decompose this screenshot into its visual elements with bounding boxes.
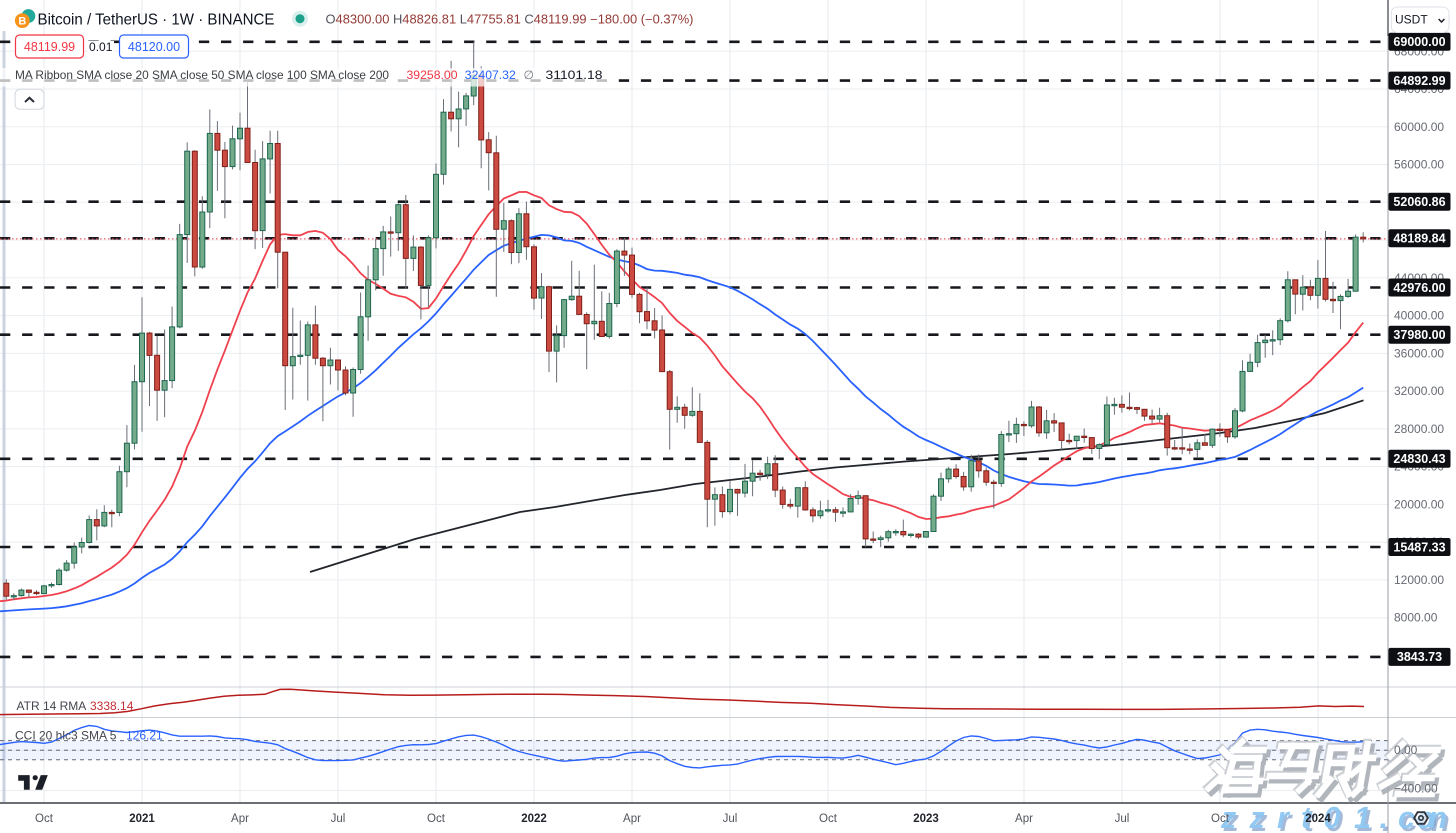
svg-text:B: B: [18, 16, 26, 28]
svg-text:Jul: Jul: [331, 813, 346, 825]
svg-text:z: z: [1220, 801, 1237, 833]
svg-text:52060.86: 52060.86: [1393, 195, 1445, 209]
svg-text:z: z: [1251, 804, 1268, 833]
svg-text:3338.14: 3338.14: [90, 699, 134, 713]
svg-text:0.01: 0.01: [89, 40, 113, 54]
svg-text:r: r: [1280, 804, 1294, 833]
svg-text:56000.00: 56000.00: [1394, 158, 1444, 172]
svg-text:3843.73: 3843.73: [1397, 650, 1442, 664]
svg-text:0: 0: [1324, 801, 1341, 833]
svg-text:Oct: Oct: [35, 813, 54, 825]
svg-text:40000.00: 40000.00: [1394, 309, 1444, 323]
svg-text:∅: ∅: [524, 68, 534, 82]
svg-text:48120.00: 48120.00: [128, 40, 180, 54]
svg-text:z: z: [1223, 804, 1240, 833]
svg-text:Oct: Oct: [1211, 813, 1230, 825]
svg-text:c: c: [1401, 804, 1418, 833]
svg-text:20000.00: 20000.00: [1394, 497, 1444, 511]
svg-text:2021: 2021: [129, 813, 155, 825]
svg-text:Jul: Jul: [1115, 813, 1130, 825]
svg-text:ATR 14 RMA: ATR 14 RMA: [17, 699, 87, 713]
svg-text:c: c: [1398, 801, 1415, 833]
svg-text:28000.00: 28000.00: [1394, 422, 1444, 436]
svg-text:t: t: [1301, 801, 1313, 833]
svg-text:t: t: [1304, 804, 1316, 833]
svg-text:MA Ribbon SMA close 20 SMA clo: MA Ribbon SMA close 20 SMA close 50 SMA …: [15, 68, 389, 82]
svg-text:r: r: [1277, 801, 1291, 833]
svg-text:36000.00: 36000.00: [1394, 346, 1444, 360]
svg-text:z: z: [1249, 801, 1266, 833]
svg-text:31101.18: 31101.18: [546, 68, 603, 82]
svg-text:n: n: [1429, 801, 1448, 833]
svg-text:69000.00: 69000.00: [1393, 35, 1445, 49]
svg-text:37980.00: 37980.00: [1393, 328, 1445, 342]
svg-text:2024: 2024: [1305, 813, 1331, 825]
svg-text:60000.00: 60000.00: [1394, 120, 1444, 134]
svg-text:CCI 20 hlc3 SMA 5: CCI 20 hlc3 SMA 5: [15, 729, 117, 743]
svg-text:1: 1: [1354, 801, 1371, 833]
svg-text:Apr: Apr: [1015, 813, 1033, 825]
svg-text:.: .: [1382, 804, 1390, 833]
svg-text:32407.32: 32407.32: [465, 68, 516, 82]
svg-text:2022: 2022: [521, 813, 547, 825]
svg-text:8000.00: 8000.00: [1394, 611, 1438, 625]
svg-text:0.00: 0.00: [1394, 743, 1418, 757]
svg-text:64892.99: 64892.99: [1393, 74, 1445, 88]
svg-text:n: n: [1431, 804, 1450, 833]
svg-text:42976.00: 42976.00: [1393, 281, 1445, 295]
svg-text:32000.00: 32000.00: [1394, 384, 1444, 398]
svg-text:Oct: Oct: [427, 813, 446, 825]
svg-text:−400.00: −400.00: [1394, 782, 1438, 796]
svg-text:Apr: Apr: [623, 813, 641, 825]
svg-text:Apr: Apr: [231, 813, 249, 825]
svg-text:15487.33: 15487.33: [1393, 540, 1445, 554]
svg-text:48189.84: 48189.84: [1393, 232, 1445, 246]
svg-text:12000.00: 12000.00: [1394, 573, 1444, 587]
svg-text:39258.00: 39258.00: [407, 68, 458, 82]
svg-text:USDT: USDT: [1395, 13, 1428, 27]
svg-text:24830.43: 24830.43: [1393, 452, 1445, 466]
svg-text:0: 0: [1326, 804, 1343, 833]
svg-text:O48300.00 H48826.81 L47755.81: O48300.00 H48826.81 L47755.81 C48119.99 …: [326, 13, 694, 27]
svg-text:1: 1: [1357, 804, 1374, 833]
svg-text:.: .: [1380, 801, 1388, 833]
svg-text:126.21: 126.21: [126, 729, 163, 743]
svg-text:2023: 2023: [913, 813, 939, 825]
svg-text:48119.99: 48119.99: [24, 40, 75, 54]
svg-text:Oct: Oct: [819, 813, 838, 825]
svg-text:Bitcoin / TetherUS · 1W · BINA: Bitcoin / TetherUS · 1W · BINANCE: [38, 12, 275, 29]
svg-text:Jul: Jul: [723, 813, 738, 825]
